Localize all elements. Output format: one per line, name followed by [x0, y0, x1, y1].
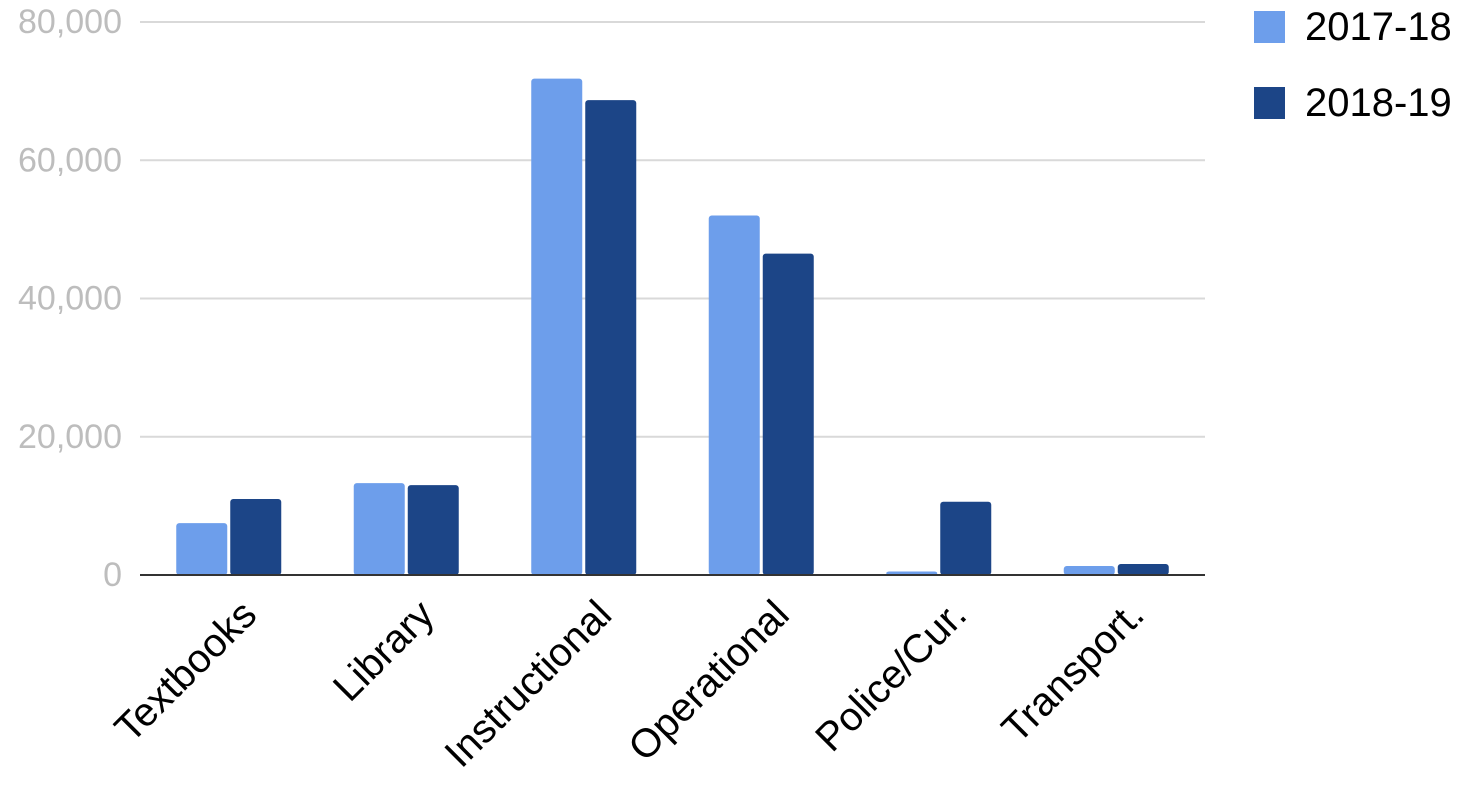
legend: 2017-18 2018-19: [1254, 5, 1452, 125]
bar-2018-19-Police/Cur.: [940, 501, 992, 575]
bar-2018-19-Instructional: [585, 100, 637, 575]
bar-2018-19-Textbooks: [230, 498, 282, 575]
bar-2017-18-Operational: [708, 215, 760, 576]
bar-2017-18-Transport.: [1063, 566, 1115, 575]
y-tick-label: 60,000: [18, 141, 122, 179]
y-axis-tick-labels: 0 20,000 40,000 60,000 80,000: [18, 3, 122, 594]
bar-2018-19-Library: [407, 485, 459, 575]
x-tick-label: Police/Cur.: [807, 592, 975, 760]
y-tick-label: 20,000: [18, 418, 122, 456]
bar-2017-18-Library: [353, 483, 405, 575]
bar-2018-19-Transport.: [1117, 563, 1169, 575]
x-tick-label: Transport.: [994, 592, 1153, 751]
y-tick-label: 0: [103, 556, 122, 594]
y-tick-label: 80,000: [18, 3, 122, 41]
y-tick-label: 40,000: [18, 280, 122, 318]
legend-swatch: [1254, 87, 1285, 119]
x-tick-label: Library: [325, 592, 443, 710]
bar-2017-18-Textbooks: [176, 523, 228, 575]
bar-2018-19-Operational: [762, 253, 814, 575]
legend-swatch: [1254, 11, 1285, 43]
x-tick-label: Instructional: [436, 592, 620, 776]
bars: [176, 78, 1169, 576]
gridlines: [140, 21, 1205, 438]
bar-2017-18-Instructional: [531, 78, 583, 576]
legend-label: 2017-18: [1305, 5, 1452, 49]
x-tick-label: Textbooks: [107, 592, 265, 750]
x-tick-label: Operational: [620, 592, 797, 769]
legend-label: 2018-19: [1305, 81, 1452, 125]
